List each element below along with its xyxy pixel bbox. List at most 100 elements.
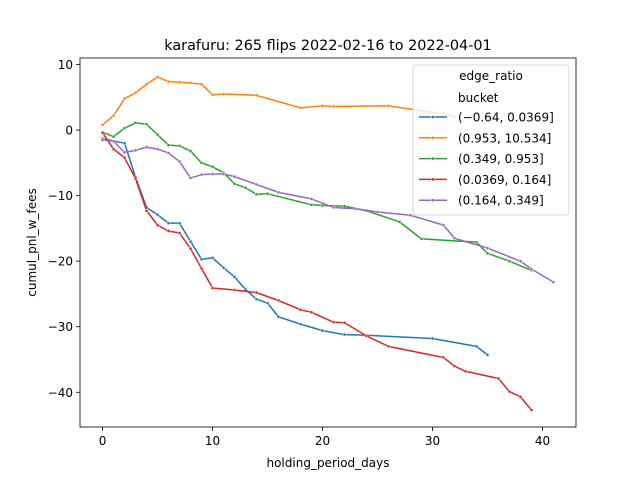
data-point <box>518 395 523 399</box>
y-tick-label: −30 <box>48 320 73 334</box>
data-point <box>166 143 171 148</box>
data-point <box>210 256 215 260</box>
data-point <box>342 204 347 208</box>
data-point <box>155 223 160 227</box>
data-point <box>133 148 138 153</box>
data-point <box>452 236 457 241</box>
legend-subtitle: bucket <box>458 91 499 105</box>
x-axis-label: holding_period_days <box>266 456 389 470</box>
data-point <box>276 298 281 303</box>
data-point <box>122 155 127 160</box>
data-point <box>320 104 325 108</box>
data-point <box>144 82 149 87</box>
data-point <box>232 288 237 292</box>
x-tick-label: 0 <box>99 434 107 448</box>
legend-entry: (0.164, 0.349] <box>419 194 544 208</box>
data-point <box>133 90 138 95</box>
data-point <box>188 149 193 153</box>
legend-marker <box>431 135 435 140</box>
data-point <box>485 246 490 250</box>
data-point <box>254 290 259 295</box>
data-point <box>166 229 171 233</box>
data-point <box>485 251 490 256</box>
data-point <box>221 265 226 270</box>
data-point <box>518 259 523 264</box>
series-3 <box>100 130 534 412</box>
data-point <box>210 92 215 97</box>
x-tick-label: 10 <box>205 434 220 448</box>
data-point <box>122 96 127 101</box>
data-point <box>155 132 160 137</box>
data-point <box>177 231 182 235</box>
data-point <box>122 141 127 146</box>
data-point <box>199 266 204 271</box>
data-point <box>210 172 215 176</box>
data-point <box>507 389 512 394</box>
data-point <box>100 138 105 142</box>
legend-box <box>412 64 570 216</box>
data-point <box>221 92 226 96</box>
data-point <box>375 210 380 214</box>
data-point <box>166 151 171 155</box>
x-axis: 0 10 20 30 40 <box>99 427 550 448</box>
data-point <box>122 126 127 130</box>
data-point <box>199 172 204 177</box>
data-point <box>254 182 259 187</box>
data-point <box>232 275 237 279</box>
data-point <box>166 221 171 226</box>
data-point <box>188 81 193 85</box>
series-4 <box>100 138 556 284</box>
y-tick-label: −20 <box>48 255 73 269</box>
data-point <box>254 297 259 302</box>
data-point <box>474 344 479 349</box>
data-point <box>529 408 534 412</box>
data-point <box>144 122 149 127</box>
data-point <box>397 220 402 224</box>
data-point <box>199 161 204 165</box>
data-point <box>309 310 314 315</box>
data-point <box>254 93 259 98</box>
data-point <box>342 320 347 325</box>
data-point <box>320 328 325 333</box>
data-point <box>111 147 116 151</box>
data-point <box>364 334 369 338</box>
y-tick-label: 0 <box>65 124 73 138</box>
data-point <box>276 190 281 195</box>
data-point <box>155 147 160 151</box>
data-point <box>441 223 446 227</box>
data-point <box>452 364 457 368</box>
x-tick-label: 20 <box>315 434 330 448</box>
series-line <box>102 122 532 272</box>
data-point <box>485 353 490 357</box>
series-line <box>102 76 455 126</box>
data-point <box>386 344 391 349</box>
data-point <box>496 376 501 381</box>
legend-marker <box>431 156 435 161</box>
data-point <box>166 79 171 84</box>
y-tick-label: −10 <box>48 189 73 203</box>
data-point <box>199 257 204 262</box>
data-point <box>243 185 248 190</box>
data-point <box>430 336 435 341</box>
data-point <box>265 191 270 196</box>
data-point <box>177 80 182 85</box>
legend-label: (−0.64, 0.0369] <box>458 111 554 125</box>
data-point <box>155 75 160 79</box>
data-point <box>474 240 479 245</box>
data-point <box>177 159 182 164</box>
data-point <box>408 213 413 218</box>
y-tick-label: 10 <box>58 58 73 72</box>
legend-entry: (0.0369, 0.164] <box>419 173 551 187</box>
data-point <box>144 208 149 213</box>
data-point <box>529 267 534 271</box>
y-axis: −40 −30 −20 −10 0 10 <box>48 58 80 400</box>
legend-marker <box>431 198 435 203</box>
chart-title: karafuru: 265 flips 2022-02-16 to 2022-0… <box>164 38 491 54</box>
plot-frame <box>79 57 577 428</box>
data-point <box>155 212 160 217</box>
data-point <box>342 332 347 337</box>
data-point <box>353 206 358 211</box>
legend-label: (0.349, 0.953] <box>458 152 544 166</box>
data-point <box>111 134 116 139</box>
